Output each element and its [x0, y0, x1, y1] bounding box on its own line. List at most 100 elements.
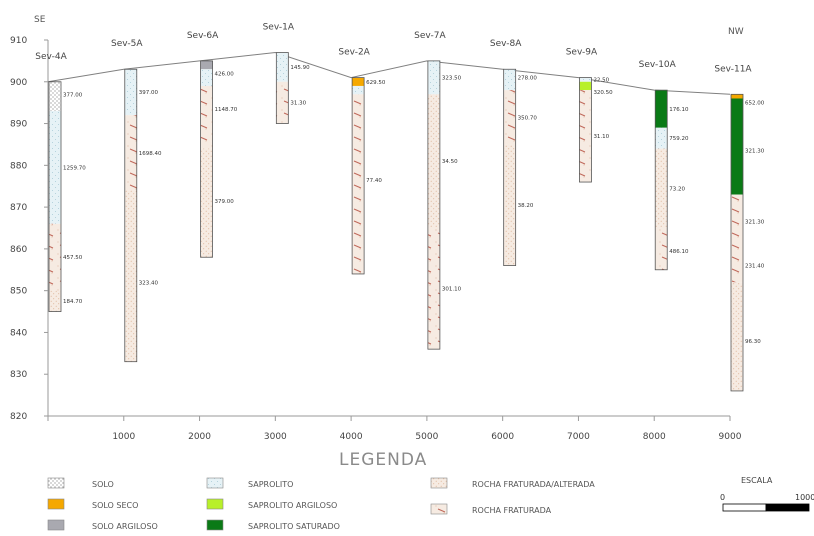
- layer-rocha-fraturada: [579, 90, 592, 183]
- layer-saprolito: [503, 69, 516, 91]
- layer-solo-seco: [731, 94, 743, 99]
- layer-saprolito: [352, 85, 365, 95]
- layer-rocha-fraturada: [655, 228, 668, 270]
- x-tick-label: 4000: [340, 432, 363, 442]
- layer-rocha-alterada: [503, 144, 516, 266]
- sounding-outline: [351, 77, 365, 275]
- sounding-name: Sev-8A: [490, 39, 522, 49]
- resistivity-label: 77.40: [366, 178, 382, 184]
- layer-rocha-fraturada: [124, 115, 137, 191]
- resistivity-label: 323.40: [139, 280, 159, 286]
- resistivity-label: 31.30: [290, 101, 306, 107]
- x-tick-label: 8000: [643, 432, 666, 442]
- scale-max-label: 1000: [795, 493, 814, 502]
- resistivity-label: 38.20: [518, 203, 534, 209]
- y-tick-label: 840: [10, 328, 27, 338]
- sounding-sev-8a: Sev-8A 278.00 350.70 38.20: [490, 39, 538, 267]
- layer-saprolito: [427, 60, 440, 95]
- layer-rocha-fraturada: [49, 223, 61, 291]
- sounding-sev-5a: Sev-5A 397.00 1698.40 323.40: [111, 39, 162, 363]
- orientation-right: NW: [728, 27, 744, 37]
- legend-label: SAPROLITO ARGILOSO: [248, 501, 337, 510]
- layer-rocha-fraturada: [200, 85, 213, 149]
- y-tick-label: 830: [10, 370, 27, 380]
- legend-swatch-solo-argiloso: [47, 519, 65, 531]
- layer-saprolito-saturado: [655, 90, 668, 128]
- x-tick-label: 3000: [264, 432, 287, 442]
- resistivity-label: 22.50: [593, 78, 609, 84]
- sounding-sev-2a: Sev-2A 629.50 77.40: [338, 48, 386, 275]
- resistivity-label: 486.10: [669, 249, 689, 255]
- sounding-sev-10a: Sev-10A 176.10 759.20 73.20 486.10: [639, 60, 689, 271]
- sounding-columns: Sev-4A 377.00 1259.70 457.50 184.70 Sev-5A 397…: [35, 23, 765, 392]
- sounding-outline: [654, 89, 668, 271]
- sounding-sev-9a: Sev-9A 22.50 320.50 31.10: [566, 48, 613, 183]
- resistivity-label: 323.50: [442, 76, 462, 82]
- sounding-outline: [730, 93, 744, 392]
- x-tick-label: 5000: [415, 432, 438, 442]
- legend-swatch-rocha-fraturada: [430, 503, 448, 515]
- resistivity-label: 184.70: [63, 299, 83, 305]
- sounding-sev-11a: Sev-11A 652.00 321.30 321.30 231.40 96.30: [714, 64, 765, 392]
- y-tick-label: 870: [10, 203, 27, 213]
- layer-rocha-alterada: [655, 148, 668, 228]
- resistivity-label: 426.00: [215, 71, 235, 77]
- legend-label: SAPROLITO SATURADO: [248, 522, 340, 531]
- resistivity-label: 1698.40: [139, 151, 162, 157]
- sounding-name: Sev-10A: [639, 60, 677, 70]
- layer-saprolito: [200, 69, 213, 86]
- scale-title: ESCALA: [741, 476, 773, 485]
- y-axis-ticks: 910 900 890 880 870 860 850 840 830 820: [10, 36, 48, 422]
- scale-min-label: 0: [720, 493, 725, 502]
- x-tick-label: 1000: [112, 432, 135, 442]
- sounding-name: Sev-4A: [35, 52, 67, 62]
- scale-bar-black: [765, 503, 810, 512]
- legend-swatch-solo: [47, 477, 65, 489]
- sounding-sev-1a: Sev-1A 145.90 31.30: [263, 23, 310, 124]
- resistivity-label: 321.30: [745, 149, 765, 155]
- x-tick-label: 7000: [567, 432, 590, 442]
- sounding-outline: [124, 68, 138, 363]
- x-tick-label: 2000: [188, 432, 211, 442]
- sounding-sev-4a: Sev-4A 377.00 1259.70 457.50 184.70: [35, 52, 86, 312]
- resistivity-label: 321.30: [745, 220, 765, 226]
- layer-rocha-fraturada: [503, 90, 516, 145]
- legend-swatch-saprolito-argiloso: [206, 498, 224, 510]
- topographic-profile-line: [47, 52, 731, 95]
- layer-saprolito-argiloso: [579, 81, 592, 91]
- y-tick-label: 890: [10, 120, 27, 130]
- resistivity-label: 350.70: [518, 115, 538, 121]
- sounding-name: Sev-11A: [714, 64, 752, 74]
- y-tick-label: 880: [10, 161, 27, 171]
- legend-swatch-solo-seco: [47, 498, 65, 510]
- layer-saprolito: [579, 77, 592, 82]
- legend-swatch-saprolito: [206, 477, 224, 489]
- layer-saprolito: [49, 111, 61, 224]
- x-tick-label: 9000: [719, 432, 742, 442]
- resistivity-label: 397.00: [139, 90, 159, 96]
- layer-rocha-alterada: [124, 190, 137, 362]
- legend-swatch-saprolito-saturado: [206, 519, 224, 531]
- x-axis-ticks: 1000 2000 3000 4000 5000 6000 7000 8000 9000: [47, 416, 742, 442]
- sounding-outline: [427, 60, 441, 350]
- resistivity-label: 96.30: [745, 339, 761, 345]
- resistivity-label: 377.00: [63, 92, 83, 98]
- sounding-name: Sev-6A: [187, 31, 219, 41]
- y-tick-label: 860: [10, 245, 27, 255]
- legend-label: ROCHA FRATURADA/ALTERADA: [472, 480, 595, 489]
- y-tick-label: 820: [10, 412, 27, 422]
- layer-solo: [49, 81, 61, 112]
- layer-rocha-alterada: [731, 282, 743, 391]
- resistivity-label: 73.20: [669, 186, 685, 192]
- legend-swatch-rocha-alterada: [430, 477, 448, 489]
- sounding-sev-6a: Sev-6A 426.00 1148.70 379.00: [187, 31, 238, 258]
- resistivity-label: 320.50: [593, 90, 613, 96]
- layer-rocha-fraturada: [276, 81, 289, 124]
- x-tick-label: 6000: [491, 432, 514, 442]
- resistivity-label: 145.90: [290, 65, 310, 71]
- sounding-outline: [200, 60, 213, 258]
- sounding-sev-7a: Sev-7A 323.50 34.50 301.10: [414, 31, 462, 350]
- resistivity-label: 34.50: [442, 159, 458, 165]
- resistivity-label: 1148.70: [215, 107, 238, 113]
